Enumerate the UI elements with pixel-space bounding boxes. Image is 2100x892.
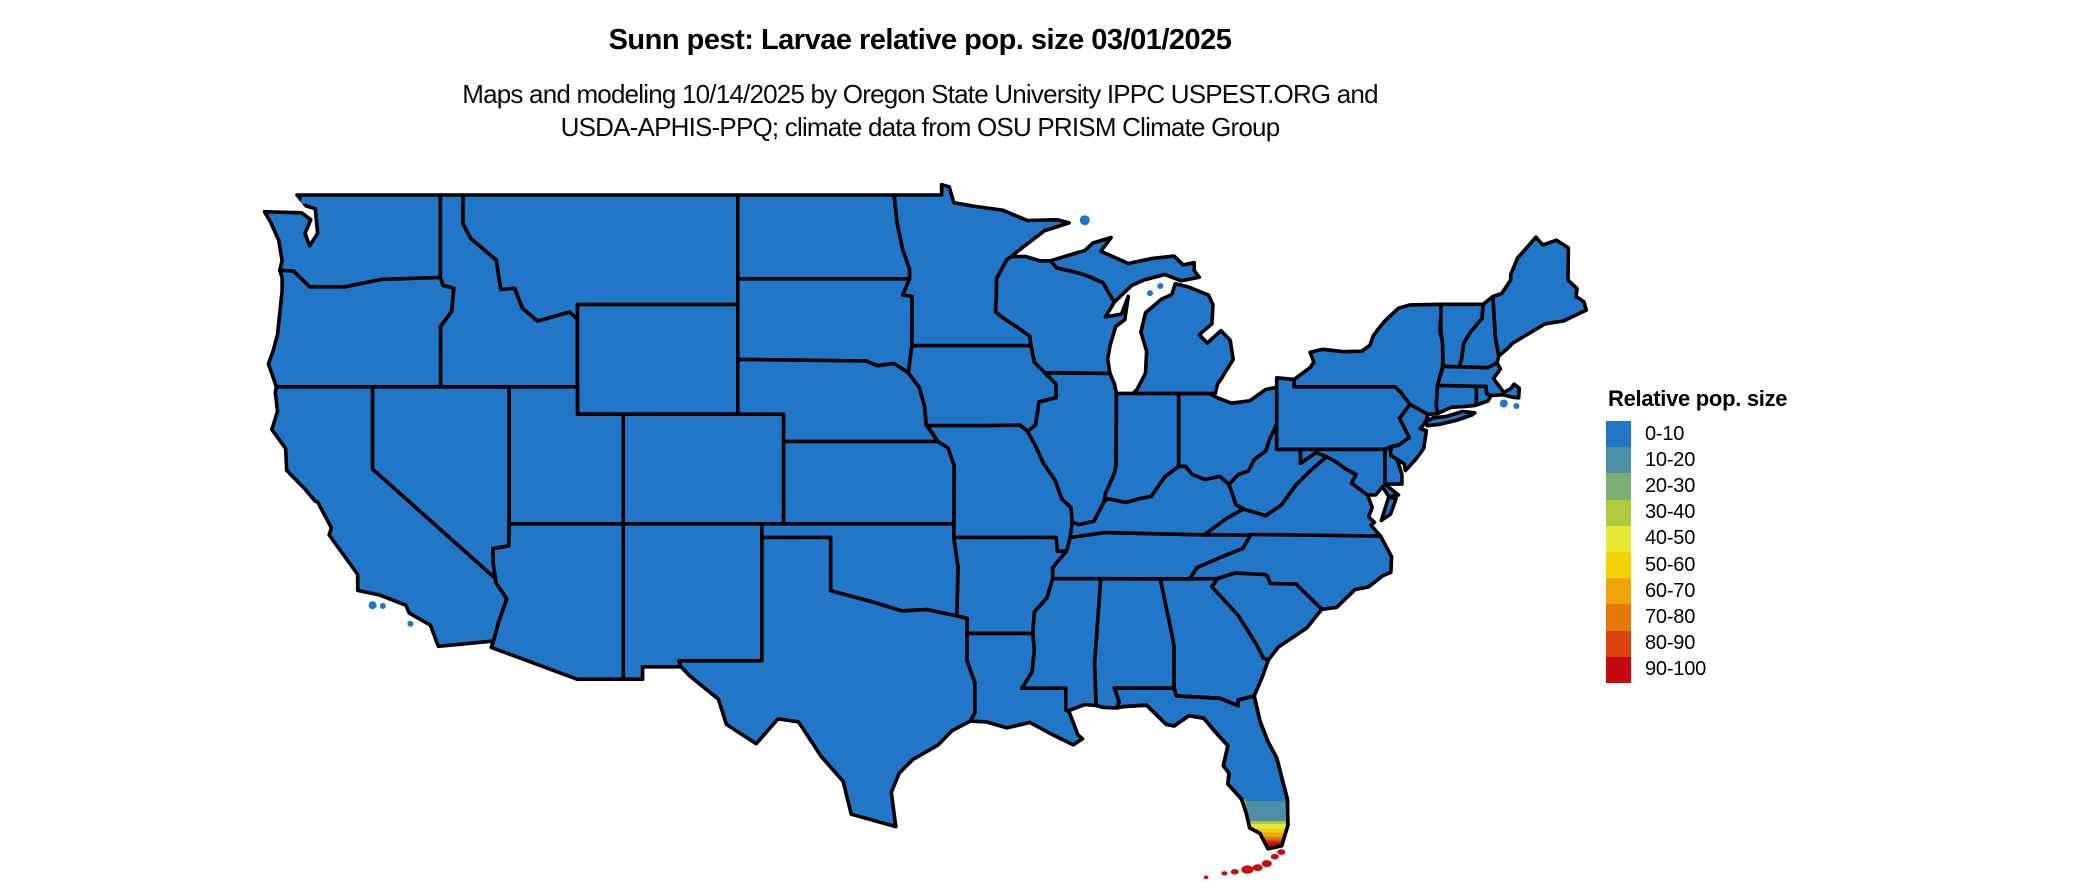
legend: Relative pop. size 0-10 10-20 20-30 30-40 40…	[1606, 386, 1926, 683]
state-shape-ct	[1434, 383, 1479, 416]
legend-items: 0-10 10-20 20-30 30-40 40-50 50-60 60-70 70-80 8…	[1606, 421, 1926, 683]
hotspot-band	[1185, 837, 1288, 840]
legend-item-label: 70-80	[1645, 605, 1696, 628]
legend-swatch	[1606, 447, 1631, 474]
island-speck	[407, 620, 414, 627]
island-speck	[1147, 290, 1153, 297]
state-shape-nj	[1388, 402, 1431, 473]
legend-item-label: 60-70	[1645, 579, 1696, 602]
state-shape-wy	[575, 302, 740, 416]
state-shape-nh	[1457, 294, 1501, 370]
legend-swatch	[1606, 630, 1631, 657]
legend-item-label: 0-10	[1645, 422, 1685, 445]
state-shape-or	[266, 268, 456, 389]
hotspot-band	[1185, 823, 1288, 830]
legend-item-label: 40-50	[1645, 527, 1696, 550]
legend-swatch	[1606, 499, 1631, 526]
state-shape-sc	[1210, 571, 1324, 662]
hotspot-band	[1185, 839, 1288, 843]
state-shape-vaes	[1379, 495, 1398, 523]
legend-swatch	[1606, 551, 1631, 579]
legend-item: 60-70	[1606, 578, 1926, 605]
state-shape-nd	[736, 193, 912, 281]
state-shape-li	[1423, 409, 1477, 428]
legend-item: 40-50	[1606, 525, 1926, 552]
hotspot-band	[1185, 842, 1288, 849]
legend-item-label: 90-100	[1645, 658, 1707, 681]
legend-item: 10-20	[1606, 447, 1926, 474]
island-speck	[1079, 215, 1090, 226]
island-speck	[368, 601, 377, 610]
island-speck	[1513, 403, 1520, 409]
legend-item-label: 10-20	[1645, 448, 1696, 471]
legend-swatch	[1606, 604, 1631, 631]
legend-item: 30-40	[1606, 499, 1926, 526]
legend-item: 80-90	[1606, 630, 1926, 657]
island-speck	[1157, 283, 1164, 289]
legend-item-label: 30-40	[1645, 501, 1696, 524]
hotspot-band	[1185, 801, 1288, 822]
legend-swatch	[1606, 578, 1631, 605]
subtitle-line-1: Maps and modeling 10/14/2025 by Oregon S…	[462, 79, 1378, 109]
florida-keys	[1203, 849, 1286, 880]
keys-islet	[1230, 869, 1239, 875]
legend-swatch	[1606, 473, 1631, 500]
subtitle-line-2: USDA-APHIS-PPQ; climate data from OSU PR…	[560, 112, 1281, 142]
legend-swatch	[1606, 421, 1631, 448]
keys-islet	[1203, 875, 1209, 880]
state-shape-oh	[1176, 385, 1279, 487]
legend-title: Relative pop. size	[1608, 386, 1788, 411]
keys-islet	[1252, 864, 1263, 872]
page-subtitle: Maps and modeling 10/14/2025 by Oregon S…	[0, 78, 1840, 144]
state-shape-nm	[621, 522, 764, 681]
state-shape-tx	[677, 535, 977, 829]
island-speck	[1499, 399, 1508, 408]
legend-item-label: 50-60	[1645, 553, 1696, 576]
keys-islet	[1277, 849, 1286, 855]
state-shape-me	[1491, 235, 1589, 358]
state-shape-miup	[1048, 235, 1202, 304]
keys-islet	[1261, 860, 1272, 868]
state-shapes	[262, 182, 1589, 851]
legend-item: 0-10	[1606, 421, 1926, 448]
legend-swatch	[1606, 525, 1631, 552]
keys-islet	[1221, 871, 1228, 876]
island-speck	[379, 603, 386, 609]
keys-islet	[1270, 853, 1279, 860]
coastal-islands	[300, 198, 1520, 627]
hotspot-band	[1185, 832, 1288, 838]
legend-item: 50-60	[1606, 551, 1926, 579]
florida-outline	[1112, 686, 1290, 851]
state-shape-ks	[781, 439, 956, 526]
legend-swatch	[1606, 656, 1631, 683]
legend-item-label: 80-90	[1645, 632, 1696, 655]
page-title: Sunn pest: Larvae relative pop. size 03/…	[608, 24, 1232, 56]
hotspot-band	[1185, 829, 1288, 833]
state-shape-co	[621, 412, 786, 526]
hotspot-band	[1185, 821, 1288, 824]
legend-item: 90-100	[1606, 656, 1926, 683]
state-shape-md	[1298, 447, 1401, 499]
keys-islet	[1241, 865, 1254, 874]
legend-item: 70-80	[1606, 604, 1926, 631]
legend-item-label: 20-30	[1645, 474, 1696, 497]
state-shape-az	[489, 522, 626, 681]
island-speck	[300, 198, 307, 204]
legend-item: 20-30	[1606, 473, 1926, 500]
state-shape-milp	[1131, 282, 1235, 396]
